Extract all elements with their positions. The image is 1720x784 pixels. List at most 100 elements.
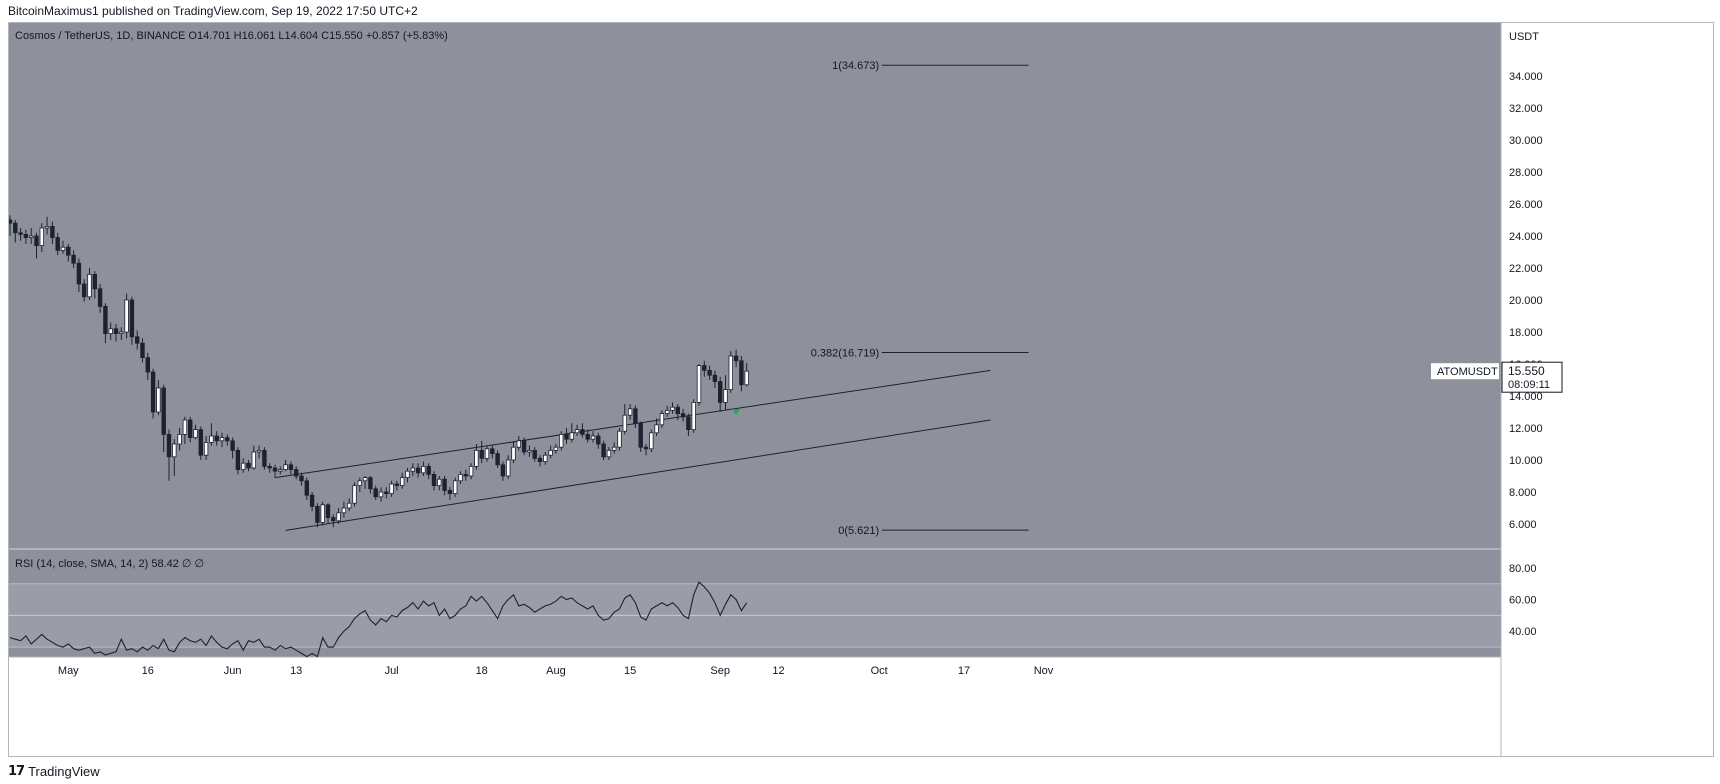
candle-bear: [92, 273, 97, 290]
candle-bull: [108, 328, 113, 334]
candle-bull: [209, 435, 214, 443]
candle-bull: [177, 433, 182, 445]
candle-bear: [373, 488, 378, 498]
candle-bull: [553, 446, 559, 451]
legend-low-value: 14.604: [284, 30, 321, 42]
candle-bear: [262, 449, 267, 467]
time-tick-label: Oct: [871, 665, 888, 677]
candle-bear: [325, 504, 331, 518]
candle-bull: [172, 443, 177, 458]
price-tick-label: 32.000: [1509, 103, 1543, 115]
candle-bear: [532, 449, 537, 459]
candle-bear: [675, 406, 680, 415]
candle-bear: [50, 225, 55, 238]
candle-bear: [23, 233, 29, 238]
tradingview-brand: TradingView: [28, 764, 100, 779]
candle-bear: [384, 491, 389, 495]
channel-line-lower[interactable]: [285, 419, 991, 531]
candle-bear: [113, 328, 119, 334]
fib-level-label: 0(5.621): [838, 525, 879, 537]
candle-bear: [145, 357, 150, 373]
candle-bull: [654, 424, 659, 434]
candle-bull: [336, 512, 341, 522]
candle-bear: [680, 413, 686, 418]
candle-bull: [399, 477, 405, 487]
candle-bull: [728, 355, 733, 390]
candle-bull: [484, 448, 490, 459]
candle-bull: [193, 429, 198, 439]
candle-bull: [548, 449, 553, 456]
signal-marker-icon: [732, 409, 741, 415]
candle-bear: [596, 435, 601, 445]
candle-bear: [214, 435, 219, 442]
candle-bear: [230, 440, 235, 451]
candle-bear: [500, 464, 506, 477]
candle-bear: [702, 365, 707, 371]
candle-bear: [299, 475, 304, 482]
candle-bull: [410, 467, 415, 472]
candle-bull: [320, 504, 325, 523]
chart-canvas[interactable]: USDT6.0008.00010.00012.00014.00016.00018…: [9, 23, 1713, 756]
candle-bear: [521, 440, 527, 453]
candle-bull: [87, 273, 92, 298]
candle-countdown: 08:09:11: [1508, 379, 1550, 391]
price-tick-label: 10.000: [1509, 455, 1543, 467]
candle-bear: [415, 467, 421, 474]
candle-bear: [272, 467, 278, 472]
legend-change: +0.857 (+5.83%): [366, 30, 448, 42]
time-tick-label: 18: [476, 665, 488, 677]
candle-bull: [670, 406, 675, 411]
candle-bull: [405, 470, 410, 479]
symbol-legend[interactable]: Cosmos / TetherUS, 1D, BINANCE O14.701 H…: [15, 30, 448, 42]
candle-bull: [203, 441, 209, 456]
candle-bear: [198, 429, 203, 456]
candle-bear: [187, 419, 193, 439]
candle-bull: [346, 502, 352, 509]
candle-bear: [564, 433, 569, 440]
time-tick-label: Jun: [224, 665, 242, 677]
candle-bear: [315, 505, 320, 523]
candle-bull: [665, 409, 670, 414]
candle-bull: [357, 480, 362, 486]
time-tick-label: Nov: [1034, 665, 1054, 677]
time-scale-panel[interactable]: [9, 657, 1501, 756]
chart-frame[interactable]: USDT6.0008.00010.00012.00014.00016.00018…: [8, 22, 1714, 757]
candle-bear: [246, 462, 251, 469]
candle-bear: [495, 453, 500, 466]
candle-bear: [129, 299, 135, 338]
candle-bear: [76, 262, 82, 285]
rsi-legend[interactable]: RSI (14, close, SMA, 14, 2) 58.42 ∅ ∅: [15, 558, 204, 570]
candle-bull: [341, 507, 347, 514]
candle-bear: [442, 478, 447, 491]
candle-bear: [643, 446, 649, 450]
candle-bear: [34, 235, 39, 247]
candle-bear: [18, 232, 23, 235]
candle-bear: [161, 387, 166, 435]
price-tick-label: 6.000: [1509, 519, 1537, 531]
tradingview-logo-icon: 17: [8, 764, 25, 779]
candle-bull: [543, 454, 548, 463]
tradingview-logo[interactable]: 17 TradingView: [8, 764, 100, 779]
price-tick-label: 8.000: [1509, 487, 1537, 499]
candle-bear: [150, 371, 156, 413]
candle-bear: [331, 517, 336, 522]
legend-close-value: 15.550: [329, 30, 366, 42]
candle-bull: [516, 440, 521, 448]
price-tick-label: 26.000: [1509, 199, 1543, 211]
candle-bull: [256, 449, 262, 453]
candle-bear: [733, 355, 739, 362]
candle-bear: [71, 254, 76, 264]
candle-bull: [452, 480, 458, 494]
rsi-line[interactable]: [9, 581, 748, 658]
time-tick-label: 13: [290, 665, 302, 677]
candle-bull: [44, 225, 50, 229]
candle-bull: [574, 429, 580, 434]
candle-bull: [511, 446, 516, 461]
candle-bull: [39, 227, 44, 247]
fib-level-label: 1(34.673): [832, 60, 879, 72]
candle-bear: [426, 465, 431, 475]
price-tick-label: 24.000: [1509, 231, 1543, 243]
candle-bull: [119, 331, 124, 335]
candle-bear: [288, 464, 294, 470]
channel-line-upper[interactable]: [274, 369, 991, 479]
